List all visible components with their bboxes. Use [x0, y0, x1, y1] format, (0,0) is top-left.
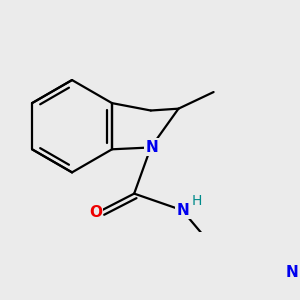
Text: N: N [177, 203, 190, 218]
Text: N: N [286, 265, 299, 280]
Text: H: H [192, 194, 202, 208]
Text: N: N [145, 140, 158, 155]
Text: O: O [89, 205, 102, 220]
